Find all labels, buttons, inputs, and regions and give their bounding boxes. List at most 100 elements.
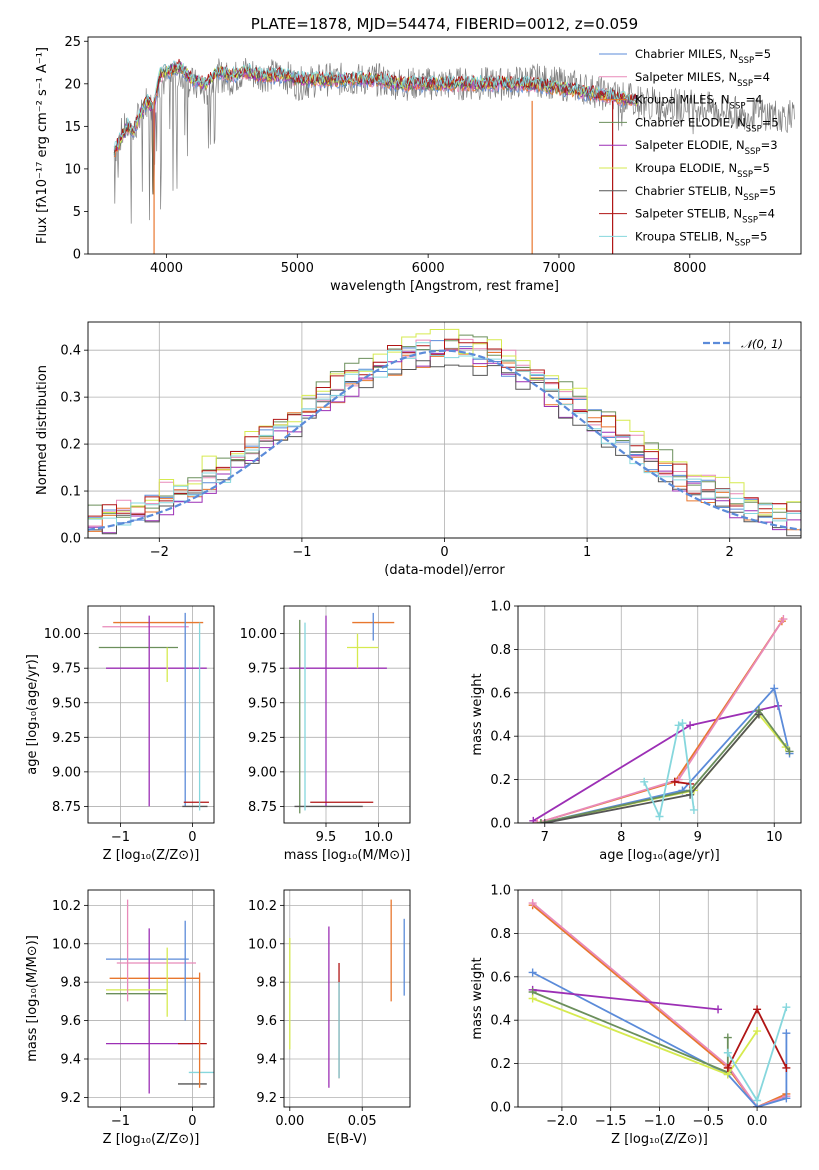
errorbar-layer <box>289 899 405 1088</box>
x-tick-label: −1 <box>292 545 311 560</box>
y-tick-label: 5 <box>73 205 81 220</box>
series-marker <box>640 777 649 786</box>
legend-entry: Salpeter MILES, NSSP=4 <box>635 70 770 89</box>
x-axis-label: age [log₁₀(age/yr)] <box>599 848 720 863</box>
x-axis-label: wavelength [Angstrom, rest frame] <box>330 279 559 294</box>
x-tick-label: 0.05 <box>348 1114 377 1129</box>
x-tick-label: 7 <box>541 830 549 845</box>
y-axis-label: Flux [fλ10⁻¹⁷ erg cm⁻² s⁻¹ A⁻¹] <box>35 47 50 244</box>
y-tick-label: 10 <box>64 162 81 177</box>
y-tick-label: 10.0 <box>52 937 81 952</box>
series-line <box>540 686 791 823</box>
x-tick-label: −1 <box>111 1114 130 1129</box>
series-marker <box>689 805 698 814</box>
y-tick-label: 0.8 <box>490 643 511 658</box>
spectrum-panel: 4000 5000 6000 7000 8000 0 5 10 15 20 25 wavelength… <box>35 15 802 294</box>
x-tick-label: 2 <box>726 545 734 560</box>
x-tick-label: 9.5 <box>316 830 337 845</box>
y-tick-label: 10.00 <box>240 627 277 642</box>
x-tick-label: 0.00 <box>275 1114 304 1129</box>
chart-title: PLATE=1878, MJD=54474, FIBERID=0012, z=0… <box>251 15 638 33</box>
series-marker <box>528 899 537 908</box>
series-layer <box>529 615 794 823</box>
ticks: −1 0 9.2 9.4 9.6 9.8 10.0 10.2 <box>52 899 196 1129</box>
x-tick-label: 9 <box>694 830 702 845</box>
legend-entry: 𝒩(0, 1) <box>741 337 783 351</box>
x-tick-label: 5000 <box>281 261 314 276</box>
ticks: 9.5 10.0 8.75 9.00 9.25 9.50 9.75 10.00 <box>240 627 393 845</box>
y-axis-label: mass weight <box>470 673 485 755</box>
ticks: 0.00 0.05 9.2 9.4 9.6 9.8 10.0 10.2 <box>248 899 377 1129</box>
axes-frame <box>283 889 411 1108</box>
y-tick-label: 9.4 <box>256 1052 277 1067</box>
y-tick-label: 9.8 <box>256 976 277 991</box>
x-tick-label: 0 <box>188 1114 196 1129</box>
y-tick-label: 1.0 <box>490 600 511 615</box>
y-tick-label: 25 <box>64 35 81 50</box>
y-tick-label: 9.50 <box>52 696 81 711</box>
series-marker <box>540 819 549 823</box>
axes-frame <box>87 605 215 824</box>
series-marker <box>782 1003 791 1012</box>
legend: Chabrier MILES, NSSP=5 Salpeter MILES, NS… <box>599 47 779 248</box>
y-tick-label: 9.25 <box>248 731 277 746</box>
ticks: −2.0 −1.5 −1.0 −0.5 0.0 0.0 0.2 0.4 0.6 0.8 1.0 <box>490 884 767 1130</box>
series-marker <box>723 1048 732 1057</box>
x-tick-label: 1 <box>583 545 591 560</box>
series-marker <box>528 968 537 977</box>
y-tick-label: 9.00 <box>52 765 81 780</box>
histogram-layer <box>88 328 801 537</box>
x-axis-label: Z [log₁₀(Z/Z⊙)] <box>103 848 200 863</box>
y-tick-label: 0.2 <box>490 1057 511 1072</box>
y-axis-label: Normed distribution <box>35 365 50 495</box>
series-marker <box>714 1005 723 1014</box>
y-tick-label: 0.4 <box>490 1014 511 1029</box>
ticks: −2 −1 0 1 2 0.0 0.1 0.2 0.3 0.4 <box>60 344 734 560</box>
series-marker <box>723 1063 732 1072</box>
y-tick-label: 0.0 <box>490 1101 511 1116</box>
x-tick-label: −2 <box>150 545 169 560</box>
y-tick-label: 9.6 <box>256 1014 277 1029</box>
series-line <box>544 713 760 823</box>
y-tick-label: 10.2 <box>52 899 81 914</box>
legend-entry: Chabrier STELIB, NSSP=5 <box>635 184 776 203</box>
y-tick-label: 9.6 <box>60 1014 81 1029</box>
series-marker <box>753 1005 762 1014</box>
age_vs_mass-panel: 9.5 10.0 8.75 9.00 9.25 9.50 9.75 10.00 mass [lo… <box>240 605 411 863</box>
legend: 𝒩(0, 1) <box>703 337 783 351</box>
y-tick-label: 0.0 <box>490 817 511 832</box>
series-line <box>540 713 787 823</box>
series-marker <box>779 615 788 624</box>
y-tick-label: 9.8 <box>60 976 81 991</box>
series-line <box>540 708 791 823</box>
y-tick-label: 8.75 <box>248 800 277 815</box>
spectrum-traces <box>113 57 795 254</box>
y-tick-label: 9.2 <box>256 1091 277 1106</box>
y-axis-label: mass weight <box>470 957 485 1039</box>
y-tick-label: 10.2 <box>248 899 277 914</box>
series-marker <box>529 816 538 823</box>
series-line <box>532 971 788 1107</box>
legend-entry: Chabrier MILES, NSSP=5 <box>635 47 771 66</box>
mass_vs_z-panel: −1 0 9.2 9.4 9.6 9.8 10.0 10.2 Z [log₁₀(Z/Z⊙)] ma… <box>25 889 215 1147</box>
y-tick-label: 0.1 <box>60 485 81 500</box>
ticks: 4000 5000 6000 7000 8000 0 5 10 15 20 25 <box>64 35 706 276</box>
y-tick-label: 9.25 <box>52 731 81 746</box>
y-tick-label: 0 <box>73 248 81 263</box>
model-spectrum-line <box>113 60 638 151</box>
y-tick-label: 0.0 <box>60 532 81 547</box>
x-tick-label: 8 <box>617 830 625 845</box>
series-marker <box>723 1033 732 1042</box>
model-spectrum-line <box>113 61 638 195</box>
errorbar-layer <box>98 612 209 811</box>
y-axis-label: age [log₁₀(age/yr)] <box>25 654 40 775</box>
series-marker <box>782 1029 791 1038</box>
series-marker <box>655 812 664 821</box>
y-tick-label: 15 <box>64 120 81 135</box>
series-marker <box>782 1094 791 1103</box>
y-tick-label: 0.6 <box>490 686 511 701</box>
x-tick-label: 0.0 <box>747 1114 768 1129</box>
x-tick-label: 10.0 <box>364 830 393 845</box>
y-tick-label: 10.00 <box>44 627 81 642</box>
x-tick-label: −1.0 <box>644 1114 676 1129</box>
